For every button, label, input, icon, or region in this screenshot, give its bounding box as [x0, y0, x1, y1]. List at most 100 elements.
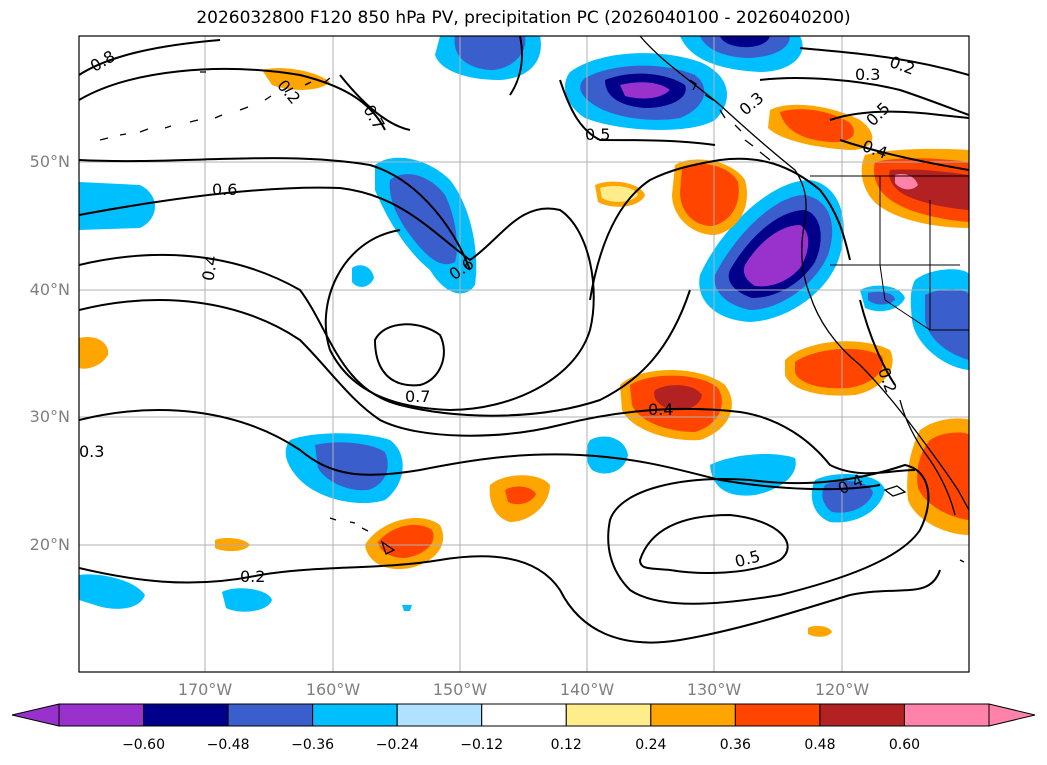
anomaly-positive — [895, 174, 918, 190]
colorbar-tick-label: −0.60 — [122, 737, 165, 753]
lon-label: 130°W — [686, 680, 742, 699]
colorbar-extend-low — [11, 703, 60, 727]
colorbar-tick-label: −0.24 — [375, 737, 419, 753]
anomaly-negative — [620, 82, 670, 99]
contour-0.5b — [638, 513, 789, 574]
contour-label: 0.6 — [212, 180, 237, 199]
anomaly-positive — [808, 625, 832, 637]
coastlines — [99, 36, 969, 563]
contour-0.7c — [339, 74, 411, 131]
anomaly-positive — [262, 68, 330, 90]
colorbar-bin — [227, 703, 314, 727]
lat-label: 50°N — [29, 152, 70, 171]
colorbar-bin — [734, 703, 821, 727]
contour-label: 0.3 — [855, 65, 880, 84]
colorbar-bin — [903, 703, 990, 727]
coastline-islands — [689, 79, 771, 161]
contour-0.5 — [79, 253, 691, 417]
contour-0.7 — [79, 67, 386, 131]
contour-0.3 — [79, 409, 881, 491]
contour-label: 0.7 — [405, 387, 430, 406]
colorbar-bin — [312, 703, 398, 727]
anomaly-negative — [79, 574, 145, 609]
coastline-small — [200, 71, 965, 563]
anomaly-positive — [79, 336, 109, 369]
colorbar — [11, 703, 1036, 727]
anomaly-positive — [917, 432, 969, 520]
contour-0.2b — [799, 47, 969, 76]
anomaly-negative — [222, 588, 272, 612]
anomaly-negative — [454, 36, 526, 70]
contour-0.8 — [79, 39, 221, 76]
contour-0.4c — [839, 139, 969, 171]
contour-label: 0.2 — [240, 567, 265, 586]
colorbar-tick-label: 0.24 — [635, 737, 667, 753]
contour-label: 0.4 — [198, 254, 221, 282]
anomaly-negative — [720, 36, 770, 48]
contour-0.6 — [79, 157, 471, 271]
lon-label: 140°W — [559, 680, 615, 699]
map-title: 2026032800 F120 850 hPa PV, precipitatio… — [196, 8, 851, 28]
anomaly-positive — [378, 524, 434, 558]
lat-label: 40°N — [29, 280, 70, 299]
colorbar-tick-label: 0.12 — [550, 737, 582, 753]
lat-label: 30°N — [29, 407, 70, 426]
contour-label: 0.5 — [585, 125, 610, 144]
contour-0.7b — [373, 323, 445, 387]
colorbar-bin — [143, 703, 229, 727]
lon-label: 150°W — [432, 680, 488, 699]
anomaly-negative — [79, 188, 145, 216]
contour-0.4b — [607, 463, 930, 605]
lon-label: 160°W — [305, 680, 361, 699]
colorbar-tick-label: 0.60 — [888, 737, 921, 753]
anomaly-negative — [586, 436, 628, 474]
coastline-hawaii — [329, 517, 396, 555]
colorbar-tick-label: −0.12 — [460, 737, 504, 753]
lon-label: 120°W — [814, 680, 870, 699]
contour-0.2c — [859, 299, 896, 386]
anomaly-positive — [795, 348, 884, 389]
anomaly-positive — [654, 385, 702, 411]
coastline-baja — [899, 399, 956, 516]
contour-0.4 — [79, 299, 916, 475]
anomaly-negative — [352, 265, 374, 287]
anomaly-positive — [600, 186, 638, 202]
anomaly-positive — [680, 163, 739, 226]
colorbar-bin — [819, 703, 905, 727]
anomaly-negative — [743, 225, 809, 287]
anomaly-negative — [925, 289, 969, 360]
contour-0.2 — [79, 555, 941, 644]
lon-label: 170°W — [177, 680, 233, 699]
colorbar-bin — [58, 703, 145, 727]
colorbar-tick-label: 0.36 — [719, 737, 751, 753]
colorbar-bin — [565, 703, 652, 727]
colorbar-bin — [481, 703, 567, 727]
contour-0.5c — [559, 79, 716, 146]
contour-0.3d — [509, 36, 523, 96]
coastline-north-america — [639, 36, 969, 511]
colorbar-tick-label: 0.48 — [804, 737, 836, 753]
anomaly-negative — [389, 174, 457, 265]
map-area: 0.8 0.7 0.6 0.4 0.6 0.7 0.3 0.2 0.5 0.3 … — [79, 36, 969, 672]
coastline-aleutians — [99, 77, 331, 141]
lat-label: 20°N — [29, 535, 70, 554]
contour-0.6b — [79, 186, 595, 412]
contour-0.5d — [829, 110, 969, 121]
colorbar-tick-label: −0.48 — [206, 737, 250, 753]
anomaly-negative — [710, 454, 796, 496]
contour-0.3b — [589, 157, 851, 301]
state-borders — [810, 175, 969, 331]
colorbar-bin — [396, 703, 483, 727]
colorbar-extend-high — [988, 703, 1036, 727]
colorbar-tick-label: −0.36 — [291, 737, 335, 753]
map-border — [78, 35, 970, 673]
colorbar-bin — [650, 703, 736, 727]
anomaly-negative — [868, 291, 895, 305]
shaded-anomalies — [79, 36, 969, 637]
pv-contours — [79, 36, 969, 644]
contour-label: 0.4 — [648, 400, 673, 419]
contour-0.3c — [759, 77, 969, 116]
contour-label: 0.3 — [79, 442, 104, 461]
anomaly-positive — [505, 486, 536, 505]
